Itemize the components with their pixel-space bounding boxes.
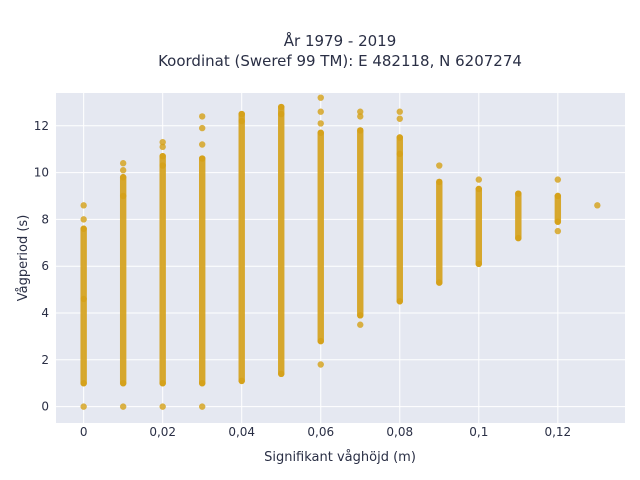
data-point bbox=[554, 176, 562, 183]
data-point bbox=[119, 160, 127, 167]
data-point bbox=[278, 103, 285, 111]
data-point bbox=[475, 176, 482, 183]
dense-point-column bbox=[515, 190, 522, 242]
data-point bbox=[317, 108, 324, 115]
data-point bbox=[554, 192, 562, 200]
data-point bbox=[199, 380, 206, 387]
y-tick-label: 0 bbox=[41, 400, 49, 414]
data-point bbox=[199, 124, 206, 132]
data-point bbox=[159, 162, 166, 169]
dense-point-column bbox=[317, 129, 324, 345]
data-point bbox=[396, 108, 403, 115]
dense-point-column bbox=[436, 178, 443, 286]
x-tick-label: 0,04 bbox=[228, 425, 255, 439]
data-point bbox=[436, 178, 443, 186]
data-point bbox=[554, 218, 562, 225]
data-point bbox=[80, 225, 87, 232]
x-tick-label: 0,12 bbox=[544, 425, 571, 439]
data-point bbox=[357, 321, 364, 328]
data-point bbox=[199, 155, 206, 162]
data-point bbox=[238, 117, 245, 125]
data-point bbox=[554, 227, 562, 235]
data-point bbox=[396, 134, 403, 141]
dense-point-column bbox=[80, 225, 87, 387]
data-point bbox=[317, 361, 324, 368]
data-point bbox=[80, 380, 87, 387]
data-point bbox=[199, 141, 206, 148]
x-tick-labels: 0 0,02 0,04 0,06 0,08 0,1 0,12 bbox=[80, 425, 571, 439]
chart-title-line1: År 1979 - 2019 bbox=[284, 31, 397, 50]
x-tick-label: 0,1 bbox=[469, 425, 488, 439]
data-point bbox=[238, 110, 245, 118]
data-point bbox=[396, 150, 403, 158]
data-point bbox=[396, 298, 403, 305]
dense-point-column bbox=[199, 155, 206, 387]
dense-point-column bbox=[396, 134, 403, 305]
data-point bbox=[80, 202, 87, 209]
x-tick-label: 0 bbox=[80, 425, 88, 439]
data-point bbox=[159, 138, 166, 146]
y-tick-label: 2 bbox=[41, 353, 49, 367]
data-point bbox=[357, 312, 364, 319]
dense-point-column bbox=[357, 127, 364, 319]
data-point bbox=[317, 94, 324, 101]
data-point bbox=[357, 108, 364, 115]
data-point bbox=[475, 260, 482, 268]
dense-point-column bbox=[475, 185, 482, 268]
data-point bbox=[278, 370, 285, 378]
y-tick-labels: 0 2 4 6 8 10 12 bbox=[34, 119, 49, 414]
data-points bbox=[80, 94, 601, 410]
data-point bbox=[159, 380, 166, 387]
data-point bbox=[515, 190, 522, 197]
data-point bbox=[436, 279, 443, 286]
data-point bbox=[119, 380, 127, 387]
data-point bbox=[475, 185, 482, 193]
y-tick-label: 8 bbox=[41, 212, 49, 226]
data-point bbox=[119, 174, 127, 181]
y-axis-label: Vågperiod (s) bbox=[16, 215, 31, 302]
x-tick-label: 0,06 bbox=[307, 425, 334, 439]
data-point bbox=[80, 295, 87, 303]
data-point bbox=[396, 115, 403, 122]
data-point bbox=[119, 403, 127, 410]
data-point bbox=[357, 113, 364, 120]
data-point bbox=[80, 216, 87, 223]
y-tick-label: 12 bbox=[34, 119, 49, 133]
plot-area bbox=[56, 93, 625, 423]
dense-point-column bbox=[119, 174, 127, 387]
data-point bbox=[199, 403, 206, 410]
data-point bbox=[159, 403, 166, 410]
data-point bbox=[317, 120, 324, 127]
dense-point-column bbox=[554, 192, 562, 225]
data-point bbox=[436, 162, 443, 169]
data-point bbox=[317, 337, 324, 345]
data-point bbox=[515, 234, 522, 242]
dense-point-column bbox=[159, 152, 166, 387]
chart-title-line2: Koordinat (Sweref 99 TM): E 482118, N 62… bbox=[158, 52, 522, 70]
data-point bbox=[159, 152, 166, 160]
data-point bbox=[159, 143, 166, 151]
data-point bbox=[594, 202, 601, 209]
x-tick-label: 0,02 bbox=[149, 425, 176, 439]
y-tick-label: 10 bbox=[34, 166, 49, 180]
dense-point-column bbox=[278, 103, 285, 378]
x-axis-label: Signifikant våghöjd (m) bbox=[264, 450, 416, 465]
data-point bbox=[278, 110, 285, 118]
data-point bbox=[357, 127, 364, 134]
data-point bbox=[317, 129, 324, 136]
y-tick-label: 4 bbox=[41, 306, 49, 320]
data-point bbox=[119, 192, 127, 200]
dense-point-column bbox=[238, 110, 245, 385]
data-point bbox=[199, 113, 206, 120]
data-point bbox=[80, 403, 87, 410]
data-point bbox=[238, 377, 245, 385]
x-tick-label: 0,08 bbox=[386, 425, 413, 439]
data-point bbox=[119, 167, 127, 174]
y-tick-label: 6 bbox=[41, 259, 49, 273]
